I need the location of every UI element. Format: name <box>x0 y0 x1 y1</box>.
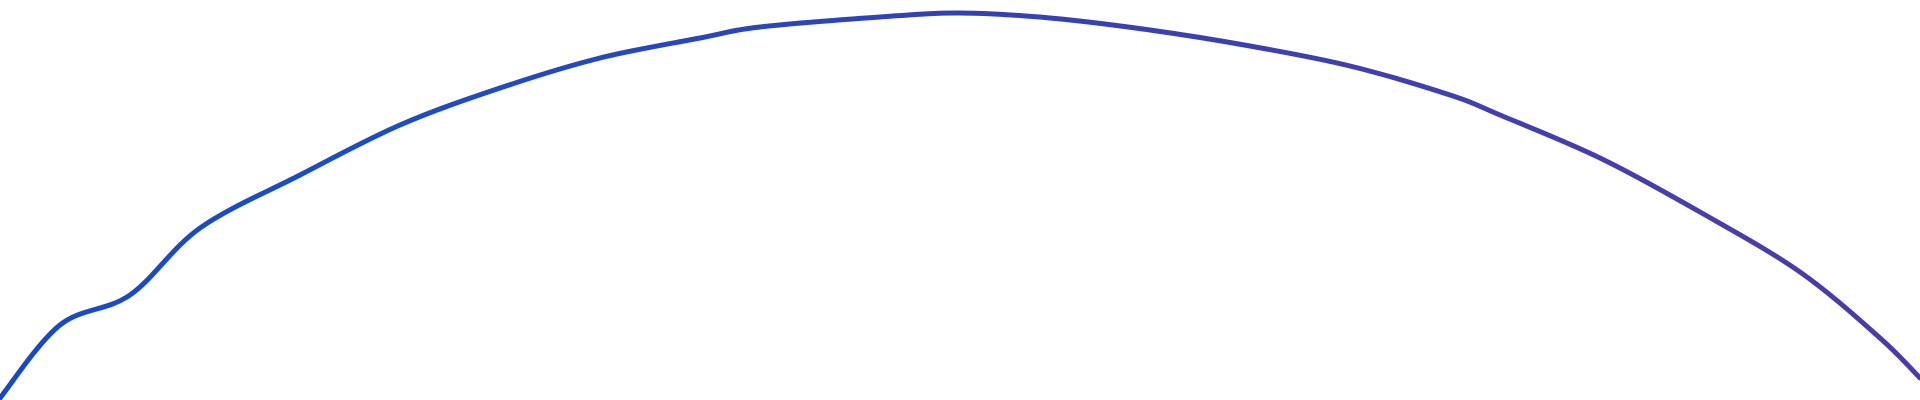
arc-curve-line <box>0 10 1920 400</box>
